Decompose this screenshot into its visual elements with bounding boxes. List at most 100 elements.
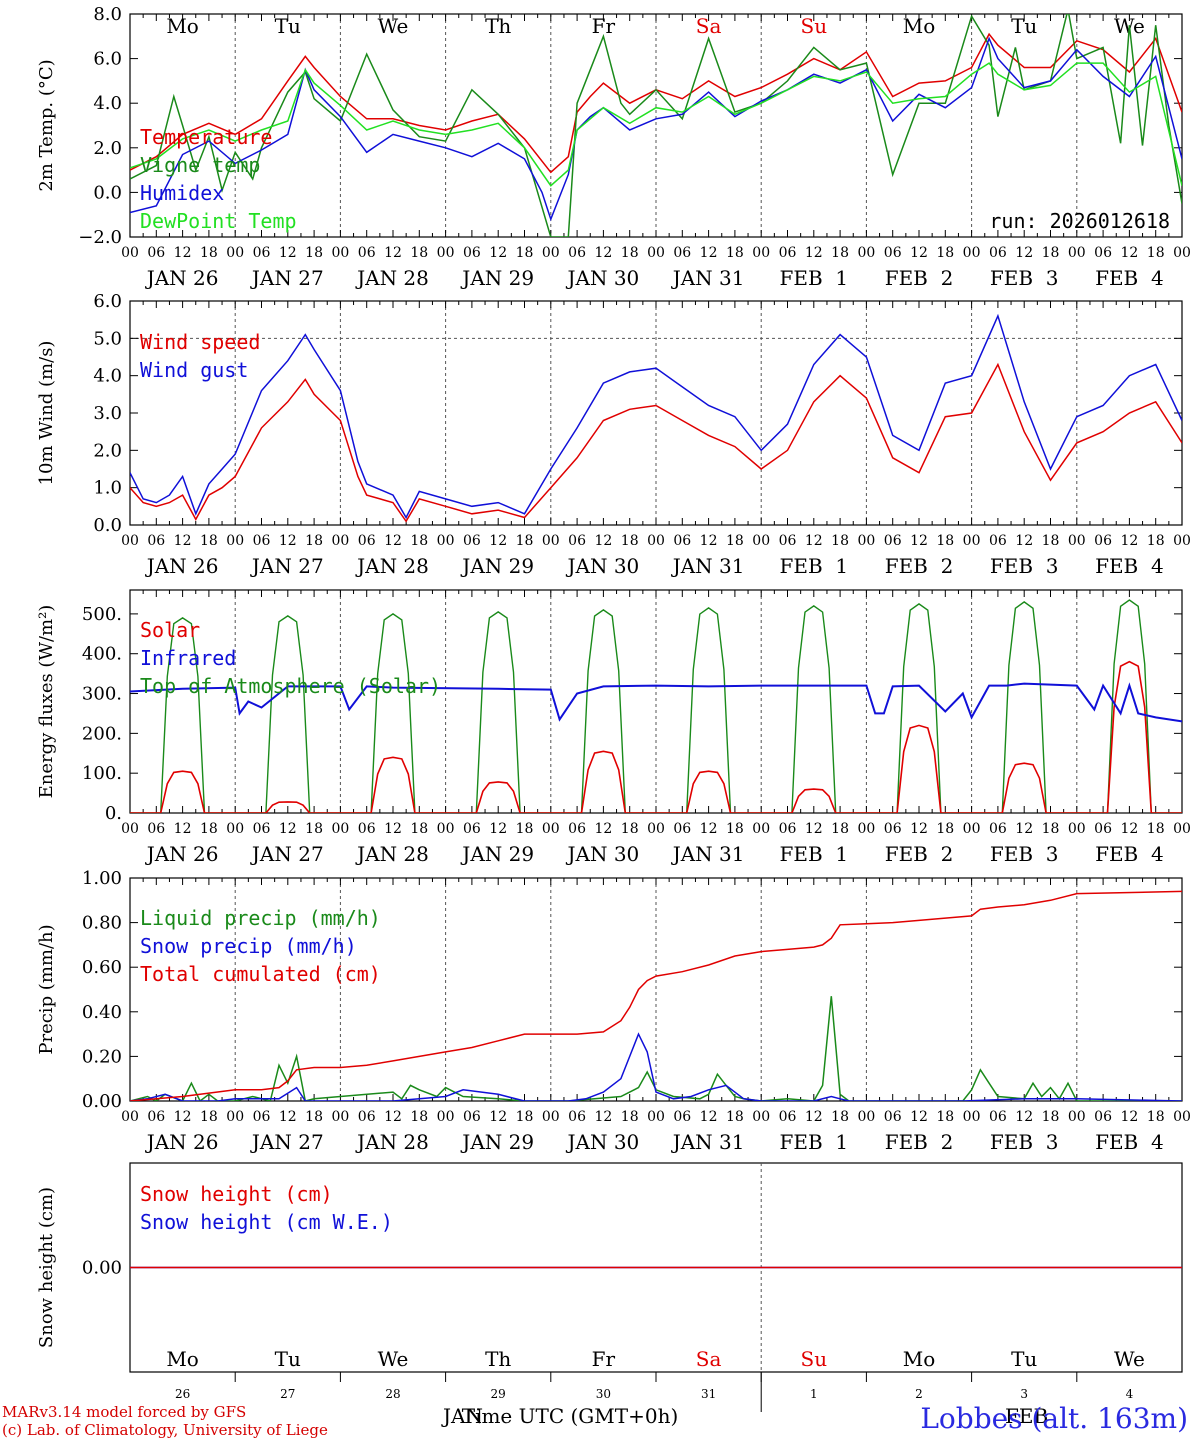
- wind-y-tick-label: 6.0: [93, 291, 122, 312]
- snow-day-name: Th: [485, 1347, 511, 1371]
- precip-y-axis-title: Precip (mm/h): [36, 924, 57, 1054]
- snow-day-number: 3: [1020, 1387, 1028, 1401]
- wind-date-label: FEB 1: [779, 554, 848, 578]
- x-axis-title: Time UTC (GMT+0h): [462, 1404, 679, 1428]
- wind-date-label: JAN 29: [460, 554, 534, 578]
- temp-panel: −2.0 0.0 2.0 4.0 6.0 8.0 2m Temp. (°C) 00 06 12 18…: [36, 4, 1191, 290]
- energy-legend-item: Solar: [140, 618, 200, 642]
- temp-hour-label: 18: [1147, 245, 1165, 261]
- temp-day-name: We: [378, 14, 409, 38]
- wind-hour-label: 12: [805, 533, 823, 549]
- temp-y-tick-label: 0.0: [93, 182, 122, 203]
- temp-hour-label: 18: [1042, 245, 1060, 261]
- wind-hour-label: 06: [673, 533, 691, 549]
- wind-hour-label: 12: [1120, 533, 1138, 549]
- snow-day-name: Fr: [592, 1347, 616, 1371]
- precip-hour-label: 12: [384, 1109, 402, 1125]
- energy-hour-label: 12: [700, 821, 718, 837]
- snow-day-name: We: [1114, 1347, 1145, 1371]
- temp-hour-label: 00: [752, 245, 770, 261]
- wind-hour-label: 00: [963, 533, 981, 549]
- energy-hour-label: 06: [1094, 821, 1112, 837]
- precip-hour-label: 06: [1094, 1109, 1112, 1125]
- energy-hour-label: 18: [1147, 821, 1165, 837]
- wind-legend-item: Wind speed: [140, 330, 260, 354]
- wind-date-label: FEB 3: [990, 554, 1059, 578]
- month-label-jan: JAN: [441, 1404, 483, 1428]
- wind-hour-label: 06: [1094, 533, 1112, 549]
- wind-hour-label: 06: [253, 533, 271, 549]
- energy-hour-label: 00: [437, 821, 455, 837]
- run-label: run: 2026012618: [989, 209, 1170, 233]
- temp-hour-label: 12: [384, 245, 402, 261]
- energy-hour-label: 12: [174, 821, 192, 837]
- precip-hour-label: 06: [568, 1109, 586, 1125]
- wind-y-tick-label: 1.0: [93, 478, 122, 499]
- precip-y-tick-label: 0.80: [82, 913, 122, 934]
- wind-hour-label: 12: [384, 533, 402, 549]
- precip-series-liquid-precip-mm-h-line: [130, 996, 1182, 1101]
- temp-day-name: Tu: [275, 14, 301, 38]
- temp-hour-label: 06: [884, 245, 902, 261]
- precip-hour-label: 06: [884, 1109, 902, 1125]
- precip-hour-label: 18: [1147, 1109, 1165, 1125]
- temp-legend-item: DewPoint Temp: [140, 209, 297, 233]
- temp-hour-label: 06: [989, 245, 1007, 261]
- wind-legend-item: Wind gust: [140, 358, 248, 382]
- temp-hour-label: 12: [174, 245, 192, 261]
- temp-hour-label: 18: [621, 245, 639, 261]
- energy-hour-label: 06: [673, 821, 691, 837]
- temp-hour-label: 00: [226, 245, 244, 261]
- temp-hour-label: 06: [463, 245, 481, 261]
- energy-date-label: JAN 28: [355, 842, 429, 866]
- precip-hour-label: 06: [358, 1109, 376, 1125]
- wind-hour-label: 00: [542, 533, 560, 549]
- energy-hour-label: 12: [910, 821, 928, 837]
- wind-hour-label: 12: [700, 533, 718, 549]
- temp-hour-label: 12: [489, 245, 507, 261]
- meteogram-panels: −2.00.02.04.06.08.02m Temp. (°C)00 06 12 18…: [36, 4, 1191, 1428]
- temp-date-label: JAN 30: [566, 266, 640, 290]
- snow-day-name: We: [378, 1347, 409, 1371]
- energy-hour-label-end: 00: [1173, 821, 1191, 837]
- wind-hour-label: 18: [200, 533, 218, 549]
- wind-date-label: JAN 28: [355, 554, 429, 578]
- temp-day-name: Su: [801, 14, 828, 38]
- precip-panel: 0.00 0.20 0.40 0.60 0.80 1.00 Precip (mm/h) 00 0…: [36, 868, 1191, 1154]
- energy-hour-label: 06: [358, 821, 376, 837]
- temp-date-label: FEB 1: [779, 266, 848, 290]
- temp-date-label: JAN 31: [671, 266, 745, 290]
- wind-frame: [129, 300, 1183, 526]
- precip-date-label: FEB 4: [1095, 1130, 1164, 1154]
- wind-hour-label-end: 00: [1173, 533, 1191, 549]
- station-name: Lobbes (alt. 163m): [920, 1402, 1188, 1435]
- precip-hour-label: 12: [489, 1109, 507, 1125]
- temp-hour-label: 12: [279, 245, 297, 261]
- energy-legend-item: Infrared: [140, 646, 236, 670]
- wind-hour-label: 06: [147, 533, 165, 549]
- precip-date-label: JAN 26: [145, 1130, 219, 1154]
- energy-date-label: JAN 29: [460, 842, 534, 866]
- wind-hour-label: 12: [174, 533, 192, 549]
- wind-hour-label: 00: [121, 533, 139, 549]
- wind-hour-label: 18: [1147, 533, 1165, 549]
- snow-day-number: 1: [810, 1387, 818, 1401]
- precip-y-tick-label: 0.60: [82, 957, 122, 978]
- energy-hour-label: 06: [884, 821, 902, 837]
- wind-series-group: [130, 313, 1182, 523]
- footer-model-credit: MARv3.14 model forced by GFS: [2, 1403, 246, 1421]
- energy-hour-label: 00: [647, 821, 665, 837]
- temp-hour-label: 18: [200, 245, 218, 261]
- snow-panel: 0.00 Snow height (cm) Snow height (cm) Snow…: [36, 1162, 1183, 1428]
- snow-day-name: Su: [801, 1347, 828, 1371]
- temp-hour-label: 18: [831, 245, 849, 261]
- wind-hour-label: 18: [831, 533, 849, 549]
- temp-hour-label: 18: [305, 245, 323, 261]
- energy-series-solar-line: [130, 660, 1182, 813]
- temp-date-label: JAN 26: [145, 266, 219, 290]
- wind-hour-label: 18: [516, 533, 534, 549]
- precip-hour-label: 06: [147, 1109, 165, 1125]
- temp-day-name: Mo: [903, 14, 936, 38]
- energy-hour-label: 12: [1120, 821, 1138, 837]
- temp-hour-label: 18: [410, 245, 428, 261]
